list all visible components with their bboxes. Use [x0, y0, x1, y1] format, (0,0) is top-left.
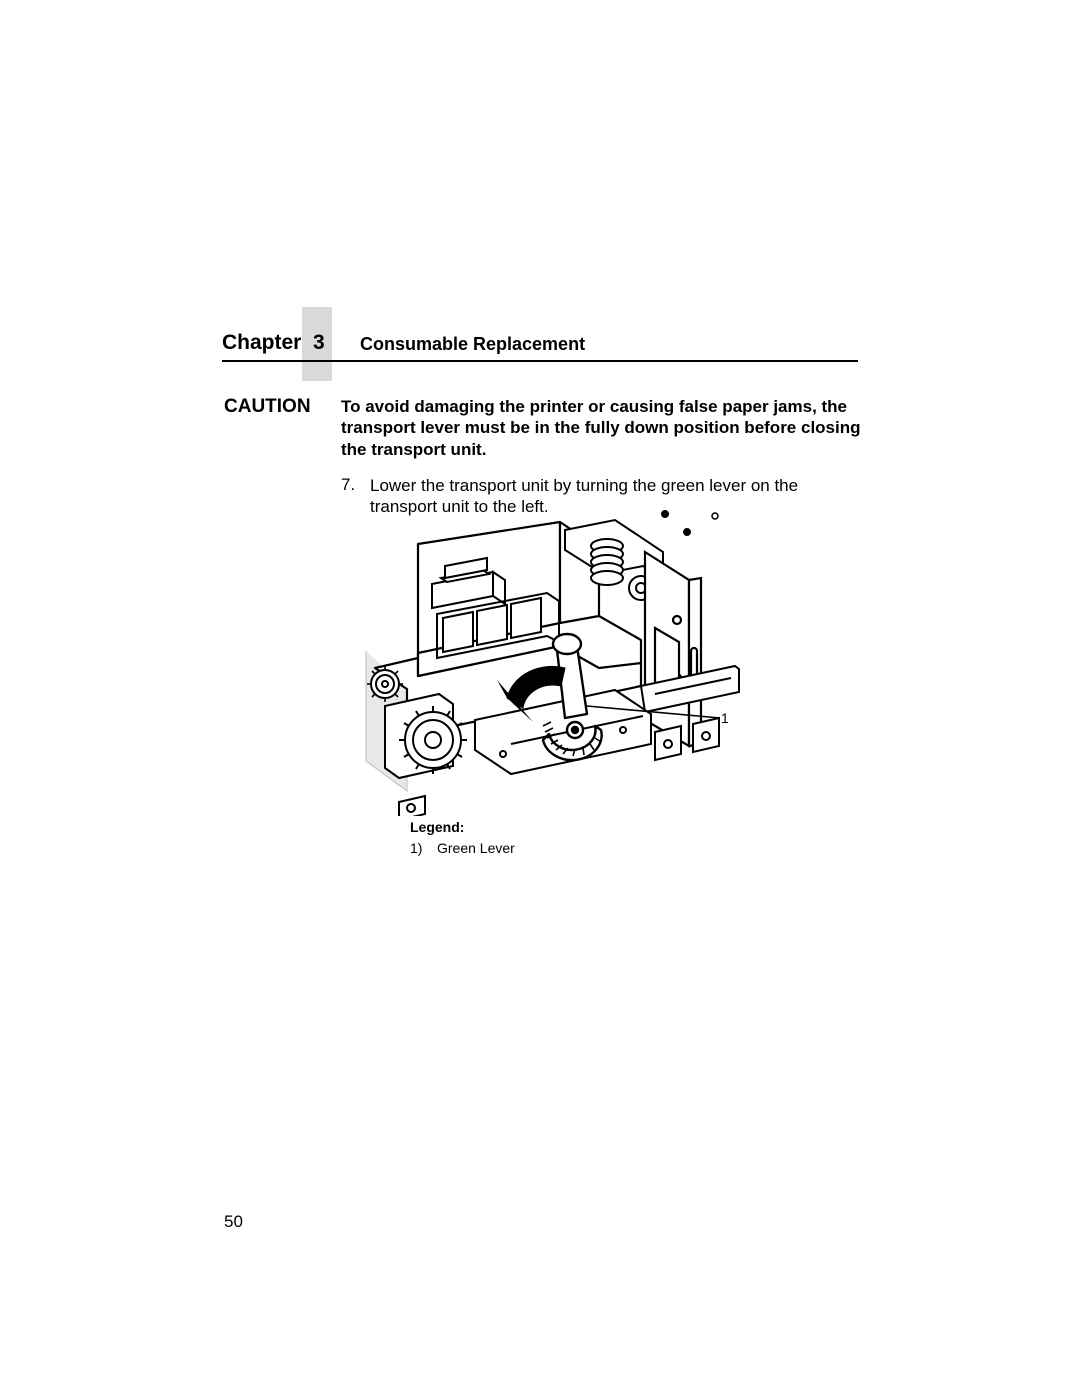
- legend-item-1-num: 1): [410, 840, 422, 856]
- manual-page: Chapter 3 Consumable Replacement CAUTION…: [0, 0, 1080, 1397]
- caution-label: CAUTION: [224, 396, 311, 418]
- legend-item-1-text: Green Lever: [437, 840, 515, 856]
- chapter-title: Consumable Replacement: [360, 334, 585, 355]
- transport-unit-figure: [355, 508, 740, 816]
- caution-text: To avoid damaging the printer or causing…: [341, 396, 861, 460]
- figure-callout-1: 1: [721, 710, 729, 726]
- page-number: 50: [224, 1212, 243, 1232]
- legend-title: Legend:: [410, 819, 464, 835]
- chapter-word: Chapter: [222, 331, 301, 355]
- header-divider: [222, 360, 858, 362]
- step-number: 7.: [341, 475, 355, 495]
- chapter-number: 3: [313, 331, 325, 355]
